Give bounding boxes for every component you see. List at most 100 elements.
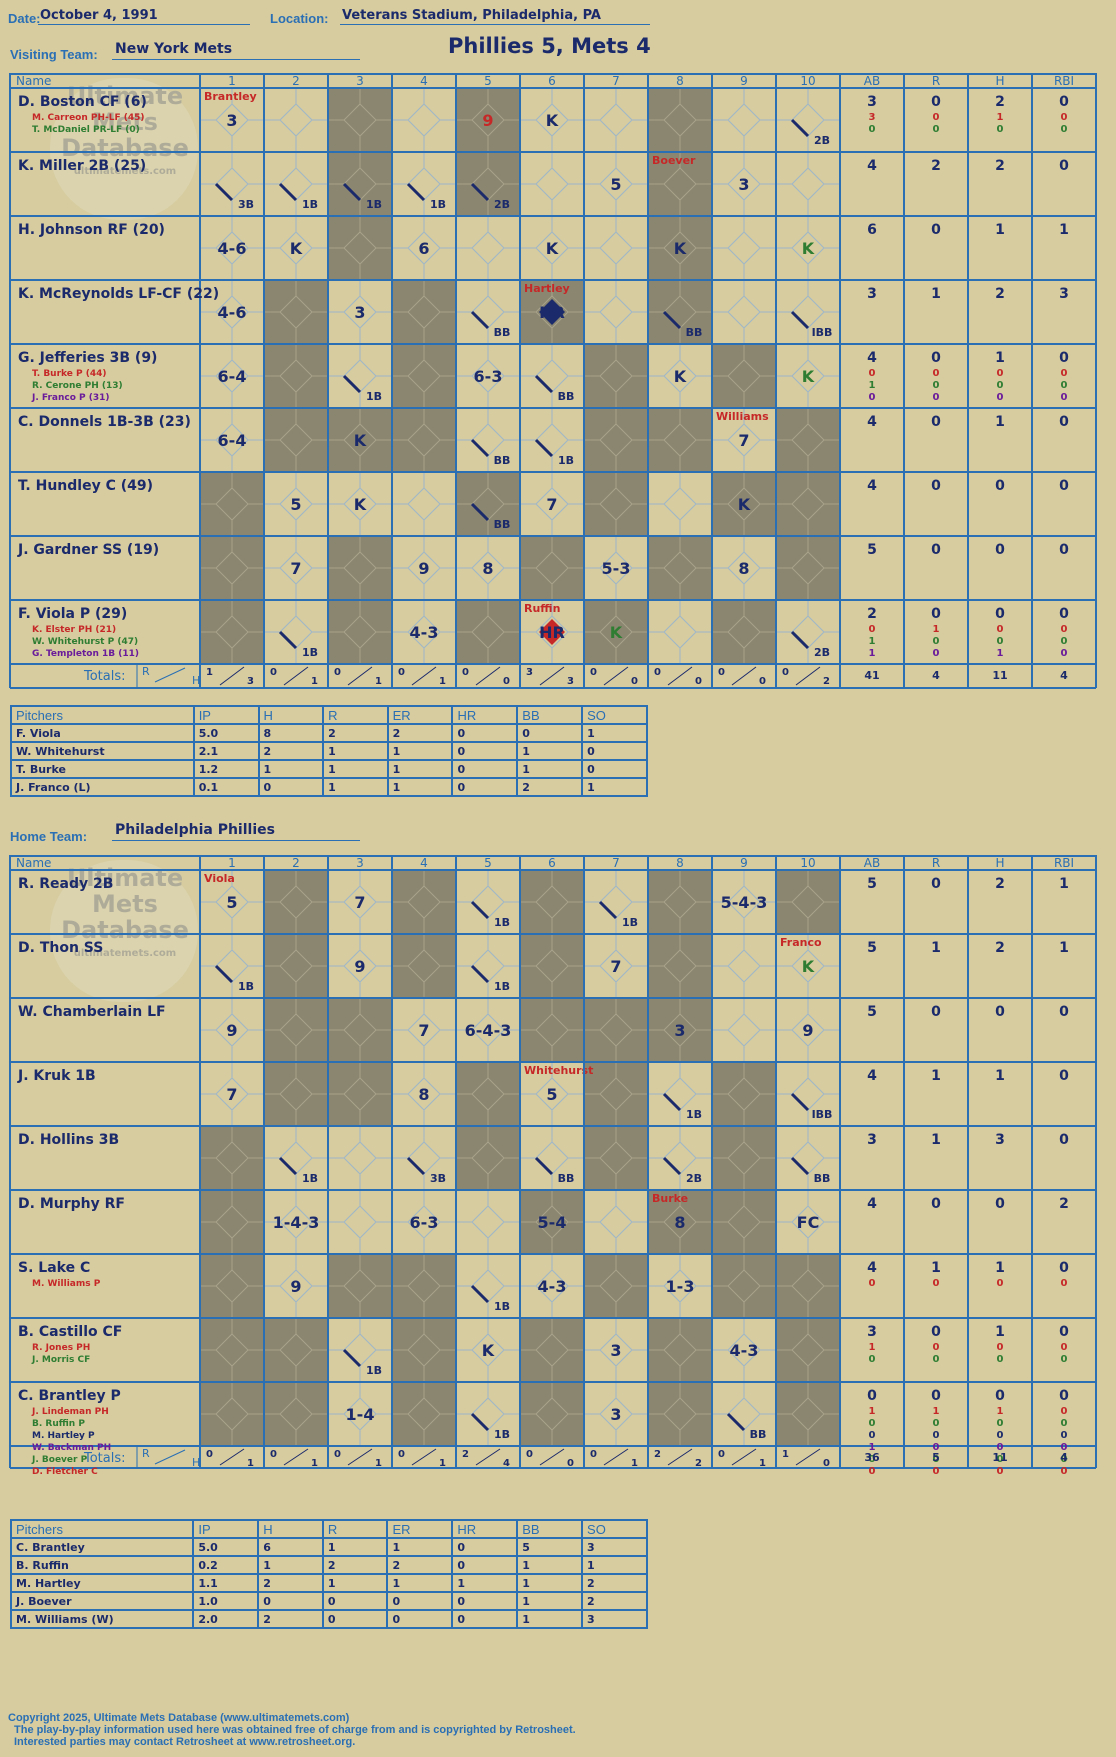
stat-ab: 4 [867, 1068, 877, 1084]
stat-r: 0 [933, 1278, 940, 1289]
stat-rbi: 0 [1061, 1442, 1068, 1453]
pitcher-stat-cell: 1.1 [192, 1573, 260, 1593]
basepath-mark [790, 118, 810, 138]
stat-r: 0 [933, 1430, 940, 1441]
column-header: R [932, 856, 940, 870]
stat-r: 0 [931, 1324, 941, 1340]
pitcher-stat-cell: 1 [322, 741, 389, 761]
stat-r: 0 [933, 648, 940, 659]
stat-ab: 4 [867, 158, 877, 174]
pitcher-stat-cell: J. Franco (L) [10, 777, 195, 797]
pitchers-column-header: HR [451, 705, 519, 725]
inning-runs: 2 [462, 1449, 469, 1460]
stat-h: 0 [995, 478, 1005, 494]
stat-h: 0 [997, 1466, 1004, 1477]
base-diamond [791, 167, 825, 201]
stat-ab: 0 [869, 392, 876, 403]
substitute-name: J. Lindeman PH [31, 1407, 109, 1417]
inning-hits: 1 [375, 1458, 382, 1469]
pitcher-stat-cell: 2 [581, 1591, 648, 1611]
stat-rbi: 1 [1059, 222, 1069, 238]
base-diamond [471, 885, 505, 919]
pitcher-change-note: Ruffin [524, 602, 560, 615]
play-mark: 1B [494, 916, 510, 929]
pitcher-stat-cell: 0 [581, 759, 648, 779]
play-mark: K [738, 495, 751, 514]
basepath-mark [470, 182, 490, 202]
pitcher-row: F. Viola 5.0 8 2 2 0 0 1 [10, 723, 648, 743]
pitcher-stat-cell: 0 [451, 777, 519, 797]
pitchers-column-header: ER [386, 1519, 454, 1539]
batter-name: G. Jefferies 3B (9) [18, 350, 157, 366]
totals-inning-slash [219, 1448, 245, 1466]
home-team-underline [112, 840, 360, 841]
basepath-mark [470, 1412, 490, 1432]
stat-r: 1 [933, 1406, 940, 1417]
pitcher-stat-cell: M. Williams (W) [9, 1609, 195, 1629]
total-stat: 5 [932, 1451, 940, 1464]
stat-ab: 4 [867, 350, 877, 366]
base-diamond [599, 295, 633, 329]
pitcher-stat-cell: 1 [516, 1573, 584, 1593]
batter-name: T. Hundley C (49) [18, 478, 153, 494]
totals-inning-slash [795, 1448, 821, 1466]
totals-inning-slash [475, 1448, 501, 1466]
stat-rbi: 0 [1061, 1278, 1068, 1289]
stat-ab: 5 [867, 542, 877, 558]
pitcher-row: J. Boever 1.0 0 0 0 0 1 2 [9, 1591, 648, 1611]
pitcher-stat-cell: 0 [321, 1609, 389, 1629]
base-diamond [471, 295, 505, 329]
totals-inning-slash [347, 666, 373, 686]
stat-r: 0 [931, 350, 941, 366]
pitchers-header-row: Pitchers IP H R ER HR BB SO [10, 705, 648, 725]
stat-r: 0 [933, 112, 940, 123]
watermark-text: Database [61, 134, 189, 162]
play-mark: 6-4 [218, 367, 247, 386]
visiting-pitchers-table: Pitchers IP H R ER HR BB SO F. Viola 5.0 8 2 2 0 0 1 W. … [10, 705, 648, 797]
play-mark: IBB [812, 1108, 833, 1121]
pitcher-stat-cell: 0 [451, 1591, 519, 1611]
stat-r: 0 [933, 1418, 940, 1429]
inning-hits: 0 [631, 676, 638, 687]
totals-inning-slash [603, 666, 629, 686]
pitcher-stat-cell: 0 [451, 723, 519, 743]
pitcher-stat-cell: 2 [516, 777, 584, 797]
stat-h: 1 [995, 1260, 1005, 1276]
column-header: 1 [228, 856, 236, 870]
pitchers-column-header: R [322, 705, 389, 725]
stat-rbi: 0 [1061, 112, 1068, 123]
stat-h: 1 [995, 222, 1005, 238]
stat-r: 0 [931, 606, 941, 622]
pitchers-header-row: Pitchers IP H R ER HR BB SO [9, 1519, 648, 1539]
play-mark: 2B [814, 646, 830, 659]
pitcher-stat-cell: 0 [257, 1591, 324, 1611]
base-diamond [407, 103, 441, 137]
pitcher-stat-cell: 0 [451, 1555, 519, 1575]
column-header: 6 [548, 856, 556, 870]
location-underline [340, 24, 650, 25]
stat-ab: 0 [869, 1418, 876, 1429]
inning-hits: 3 [567, 676, 574, 687]
totals-h-label: H [192, 1456, 200, 1469]
base-diamond [279, 1141, 313, 1175]
pitcher-stat-cell: 2 [257, 1609, 324, 1629]
inning-hits: 0 [503, 676, 510, 687]
inning-hits: 1 [311, 1458, 318, 1469]
stat-rbi: 1 [1059, 876, 1069, 892]
footer-copyright: Copyright 2025, Ultimate Mets Database (… [8, 1712, 350, 1724]
play-mark: 3B [238, 198, 254, 211]
pitcher-stat-cell: 1 [386, 1573, 454, 1593]
column-header: 2 [292, 856, 300, 870]
stat-rbi: 0 [1059, 1324, 1069, 1340]
play-mark: 5 [226, 893, 237, 912]
play-mark: 4-3 [538, 1277, 567, 1296]
play-mark: 2B [814, 134, 830, 147]
pitcher-stat-cell: 1 [321, 1537, 389, 1557]
base-diamond [343, 1333, 377, 1367]
stat-ab: 6 [867, 222, 877, 238]
stat-h: 0 [997, 368, 1004, 379]
base-diamond [471, 1269, 505, 1303]
play-mark: K [802, 367, 815, 386]
column-header: 7 [612, 856, 620, 870]
